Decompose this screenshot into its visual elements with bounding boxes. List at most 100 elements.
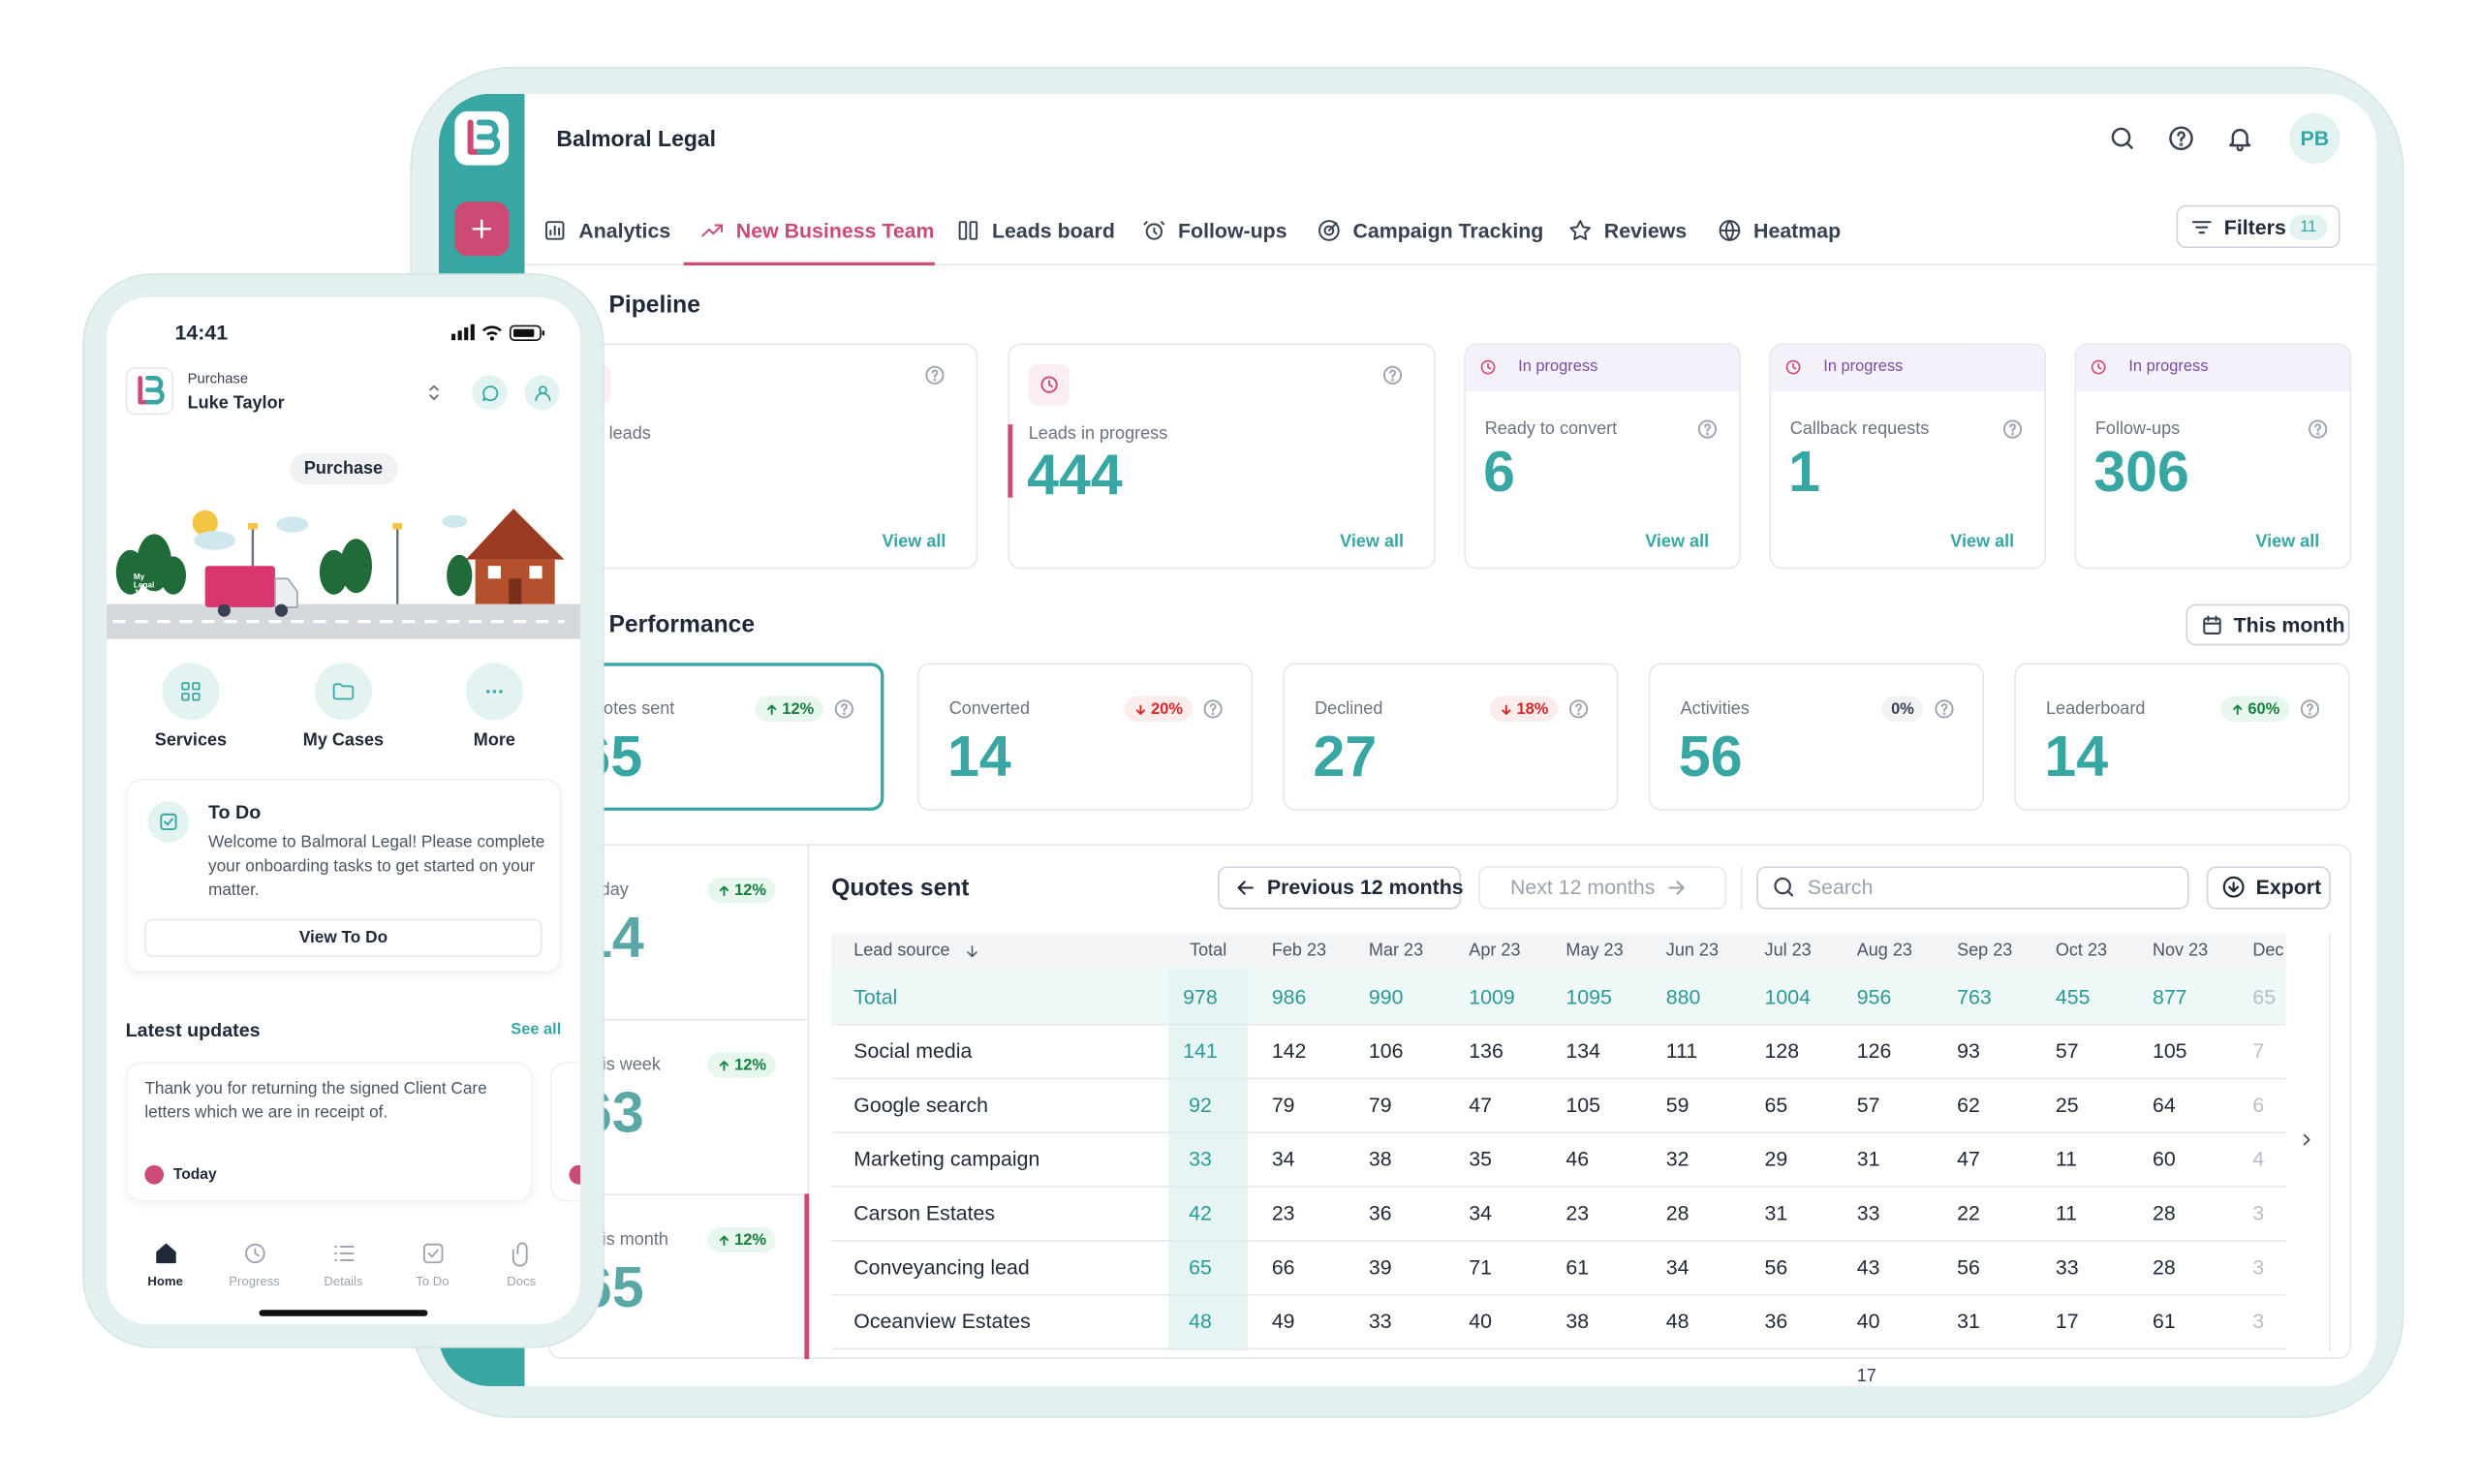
help-icon: [1381, 364, 1404, 386]
help-button[interactable]: [2167, 124, 2196, 153]
todo-title: To Do: [207, 801, 262, 824]
notifications-button[interactable]: [2225, 124, 2254, 153]
nav-label[interactable]: Docs: [507, 1274, 537, 1289]
todo-button[interactable]: [144, 918, 542, 957]
cell: 39: [1368, 1254, 1392, 1280]
trend-arrow: [1499, 702, 1513, 717]
icon-part: [1785, 359, 1801, 375]
card-value: 1: [1788, 438, 1821, 505]
period-button[interactable]: [2186, 603, 2350, 646]
see-all-link[interactable]: See all: [511, 1021, 562, 1039]
view-all-link[interactable]: View all: [1950, 532, 2015, 552]
icon-part: [1040, 376, 1058, 393]
icon-part: [719, 1060, 729, 1070]
view-all-link[interactable]: View all: [882, 532, 946, 552]
tab[interactable]: Reviews: [1603, 218, 1688, 243]
icon-part: [544, 221, 565, 240]
icon-part: [1774, 877, 1791, 895]
icon-part: [181, 682, 201, 701]
performance-card[interactable]: [1283, 663, 1619, 811]
nav-label[interactable]: Details: [324, 1274, 363, 1289]
tab[interactable]: Leads board: [992, 218, 1115, 243]
cell: 33: [1368, 1309, 1392, 1334]
icon-part: [931, 369, 939, 379]
filters-button[interactable]: [2176, 204, 2340, 249]
cell: 986: [1271, 984, 1307, 1009]
view-all-link[interactable]: View all: [2255, 532, 2320, 552]
row-label: Social media: [853, 1038, 973, 1064]
performance-card[interactable]: [2014, 663, 2350, 811]
search-input[interactable]: [1756, 866, 2189, 910]
tab[interactable]: Campaign Tracking: [1352, 218, 1544, 243]
tab[interactable]: Heatmap: [1753, 218, 1842, 243]
status-icons: [450, 323, 548, 342]
icon-part: [1048, 380, 1053, 388]
card-label: Leaderboard: [2046, 699, 2146, 719]
icon-part: [1382, 365, 1403, 385]
icon-part: [192, 693, 201, 701]
icon-part: [1236, 880, 1254, 894]
avatar[interactable]: [2289, 112, 2340, 165]
nav-label[interactable]: Home: [147, 1274, 183, 1289]
change-badge: 60%: [2220, 696, 2290, 723]
icon-part: [2091, 359, 2106, 375]
cell: 22: [1957, 1200, 1980, 1225]
nav-label[interactable]: Progress: [229, 1274, 280, 1289]
tab[interactable]: Analytics: [578, 218, 671, 243]
performance-card[interactable]: [548, 663, 884, 811]
nav-label[interactable]: To Do: [416, 1274, 450, 1289]
matter-switcher[interactable]: [423, 382, 446, 404]
icon-part: [719, 884, 729, 896]
icon-part: [2202, 614, 2220, 634]
cell: 106: [1368, 1038, 1404, 1064]
cell: 1004: [1764, 984, 1812, 1009]
column-header[interactable]: Lead source: [853, 941, 950, 961]
cell: 11: [2055, 1200, 2078, 1225]
icon-part: [470, 324, 475, 341]
scroll-right[interactable]: [2297, 1130, 2316, 1150]
card-label: Callback requests: [1789, 419, 1930, 439]
next-button[interactable]: [1478, 866, 1727, 910]
tab[interactable]: New Business Team: [735, 218, 935, 243]
todo-text: Welcome to Balmoral Legal! Please comple…: [207, 832, 545, 900]
action-button[interactable]: [162, 663, 220, 721]
search-button[interactable]: [2108, 124, 2137, 153]
cell: 47: [1957, 1147, 1980, 1171]
cell: 23: [1271, 1200, 1295, 1225]
view-all-link[interactable]: View all: [1645, 532, 1710, 552]
card-value: 14: [2044, 723, 2109, 788]
row-label: Conveyancing lead: [853, 1254, 1030, 1280]
cell: 136: [1469, 1038, 1504, 1064]
period-label: This month: [2233, 612, 2345, 637]
export-button[interactable]: [2206, 866, 2331, 910]
cell: 35: [1469, 1147, 1493, 1171]
icon-part: [138, 375, 165, 405]
chat-button[interactable]: [472, 375, 508, 411]
total-column-bg: [1168, 968, 1249, 1351]
row-label: Marketing campaign: [853, 1147, 1040, 1171]
icon-part: [248, 522, 258, 530]
icon-part: [1327, 222, 1338, 232]
change-badge: 0%: [1881, 696, 1924, 723]
cell: 71: [1469, 1254, 1493, 1280]
avatar-initials: PB: [2300, 126, 2330, 151]
action-button[interactable]: [314, 663, 373, 721]
icon-part: [2169, 126, 2193, 151]
action-label: My Cases: [302, 730, 385, 751]
previous-button[interactable]: [1218, 866, 1462, 910]
icon-part: [429, 385, 439, 400]
nav-icon: [241, 1239, 268, 1266]
icon-part: [244, 1242, 264, 1263]
change-label: 60%: [2248, 699, 2280, 718]
icon-part: [2191, 221, 2212, 234]
icon-part: [155, 1242, 175, 1263]
tab[interactable]: Follow-ups: [1178, 218, 1287, 243]
view-all-link[interactable]: View all: [1340, 532, 1405, 552]
icon-part: [925, 365, 945, 385]
help-icon: [1202, 697, 1224, 720]
performance-card[interactable]: [1648, 663, 1985, 811]
help-icon: [1696, 418, 1719, 441]
icon-part: [701, 224, 724, 237]
icon-part: [2228, 881, 2240, 893]
performance-card[interactable]: [916, 663, 1254, 811]
